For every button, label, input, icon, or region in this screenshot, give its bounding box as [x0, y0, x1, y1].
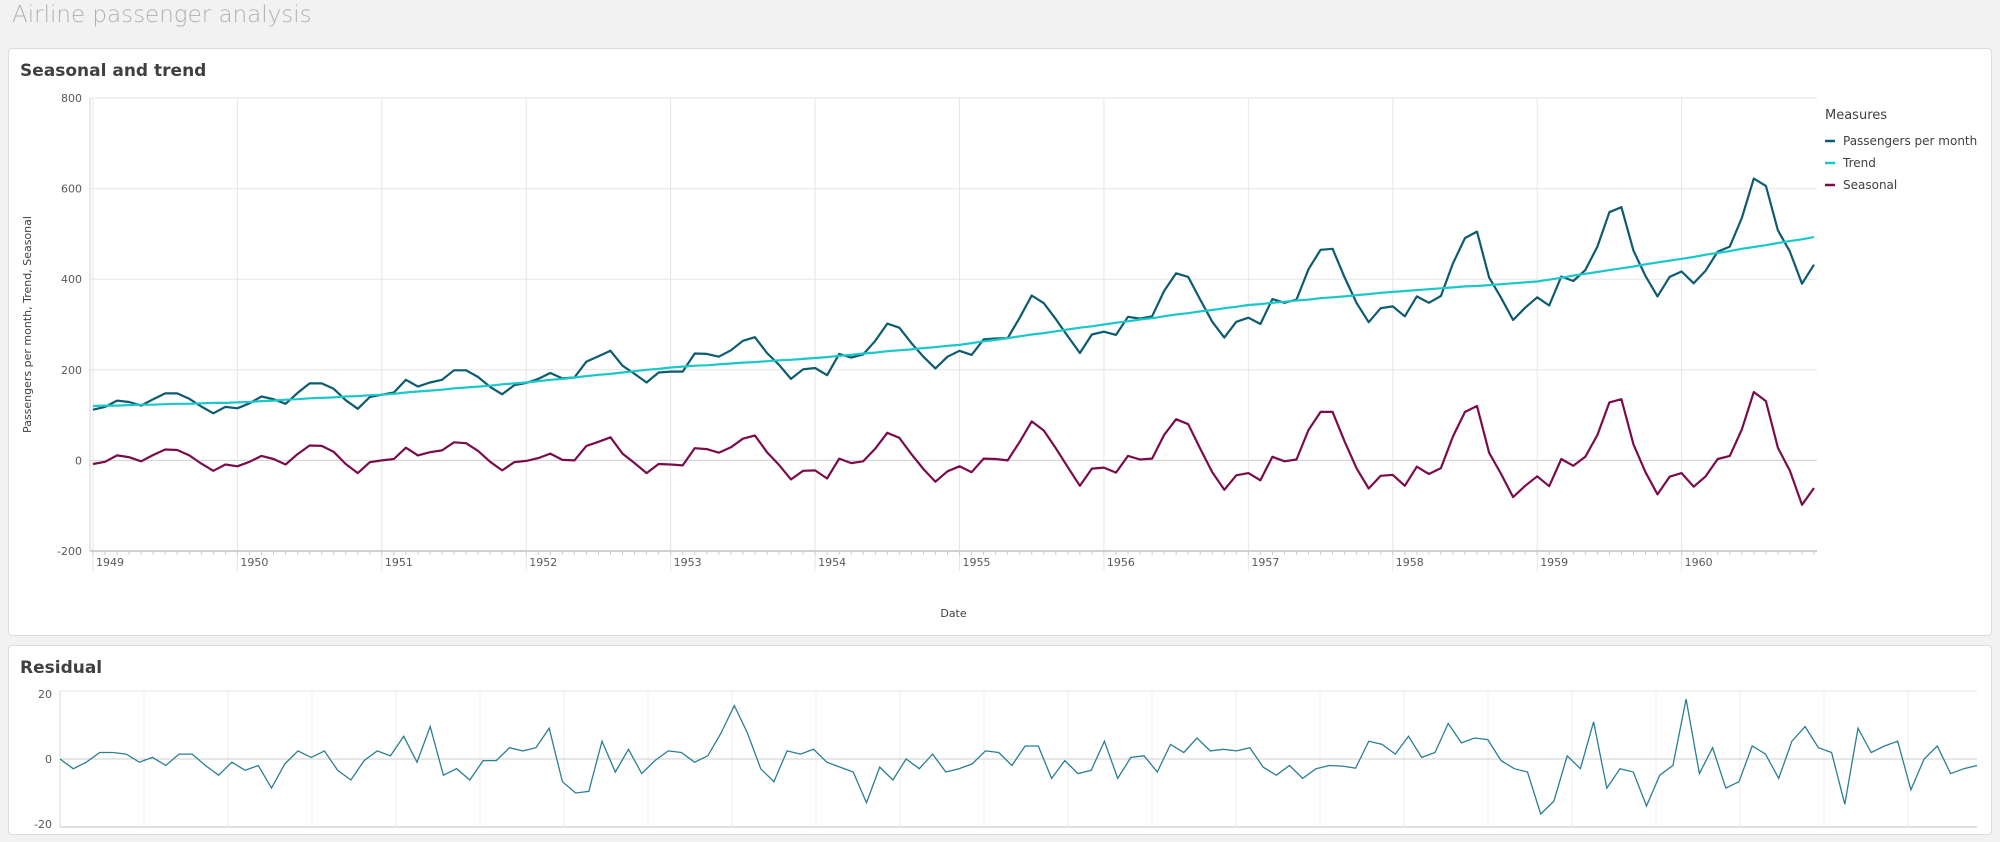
x-tick-label: 1953: [674, 556, 702, 569]
trend-line: [92, 236, 1815, 408]
legend-item[interactable]: Trend: [1825, 156, 1876, 170]
y-tick-label: 200: [61, 364, 82, 377]
residual-card: Residual 20 0 -20: [8, 645, 1992, 835]
y-tick-label: 800: [61, 92, 82, 105]
y-tick-label: 0: [45, 753, 52, 766]
x-tick-label: 1949: [96, 556, 124, 569]
chart-title: Seasonal and trend: [20, 61, 207, 81]
x-tick-label: 1954: [818, 556, 846, 569]
x-tick-label: 1960: [1685, 556, 1713, 569]
seasonal-trend-chart: 800 600 400 200 0 -200 1949 1950 1951 1952 1953 195…: [21, 92, 1977, 620]
x-tick-label: 1957: [1251, 556, 1279, 569]
y-axis-title: Passengers per month, Trend, Seasonal: [21, 216, 34, 433]
y-tick-label: 600: [61, 183, 82, 196]
x-tick-label: 1956: [1107, 556, 1135, 569]
y-tick-label: 0: [75, 454, 82, 467]
y-tick-label: -200: [57, 545, 82, 558]
legend-title: Measures: [1825, 108, 1887, 123]
app-title: Airline passenger analysis: [12, 2, 312, 28]
legend-item[interactable]: Seasonal: [1825, 178, 1897, 192]
seasonal-line: [92, 390, 1815, 506]
residual-chart: 20 0 -20: [34, 688, 1978, 831]
x-axis-title: Date: [940, 607, 967, 620]
legend-label: Passengers per month: [1843, 134, 1977, 148]
y-tick-label: 400: [61, 273, 82, 286]
x-tick-label: 1955: [963, 556, 991, 569]
passengers-line: [92, 177, 1815, 415]
x-tick-label: 1951: [385, 556, 413, 569]
residual-title: Residual: [20, 658, 103, 678]
legend-label: Trend: [1842, 156, 1876, 170]
x-tick-label: 1959: [1540, 556, 1568, 569]
y-tick-label: -20: [34, 818, 52, 831]
x-tick-label: 1952: [529, 556, 557, 569]
x-tick-label: 1950: [240, 556, 268, 569]
residual-line: [59, 698, 1978, 816]
legend-item[interactable]: Passengers per month: [1825, 134, 1977, 148]
legend-label: Seasonal: [1843, 178, 1897, 192]
seasonal-trend-card: Seasonal and trend 800 600 400 200 0 -200 1949…: [8, 48, 1992, 636]
y-tick-label: 20: [38, 688, 52, 701]
x-tick-label: 1958: [1396, 556, 1424, 569]
